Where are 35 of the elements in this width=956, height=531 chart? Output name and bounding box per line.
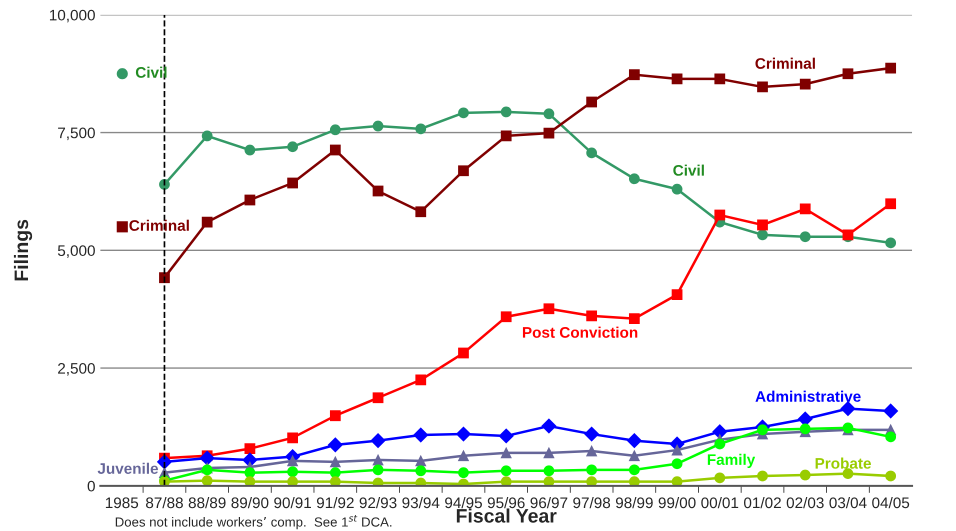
text: Does not include workers’ comp. See 1$^{st}$ DCA. (116, 515, 392, 530)
y-tick-label: 10,000 (50, 10, 95, 22)
x-tick-label: 1985 (106, 497, 138, 508)
series-label: Post Conviction (522, 326, 638, 338)
text: Criminal (755, 58, 815, 69)
x-tick-label: 88/89 (188, 496, 226, 508)
series-label: Family (708, 454, 756, 468)
y-tick-label: 7,500 (58, 127, 95, 140)
x-tick-label: 02/03 (786, 496, 824, 508)
x-tick-label: 90/91 (274, 496, 311, 508)
text: Civil (673, 164, 704, 176)
x-tick-label: 95/96 (488, 496, 525, 508)
x-tick-label: 96/97 (530, 496, 568, 508)
x-tick-label: 93/94 (402, 496, 440, 508)
y-tick-label: 2,500 (58, 362, 95, 376)
y-axis-title: Filings (14, 220, 32, 280)
x-tick-label: 03/04 (829, 496, 867, 508)
x-axis-title: Fiscal Year (456, 508, 557, 523)
x-tick-label: 00/01 (701, 496, 738, 508)
x-tick-label: 87/88 (146, 496, 183, 508)
x-tick-label: 01/02 (744, 496, 781, 508)
x-tick-label: 94/95 (445, 496, 482, 508)
y-tick-label: 0 (88, 480, 95, 492)
x-tick-label: 97/98 (573, 496, 610, 508)
x-tick-label: 91/92 (316, 496, 354, 508)
legend-label: Civil (136, 66, 166, 78)
x-tick-label: 89/90 (231, 496, 268, 508)
x-tick-label: 98/99 (616, 496, 653, 508)
x-tick-label: 92/93 (360, 496, 396, 508)
y-tick-label: 5,000 (58, 245, 95, 258)
series-label: Administrative (755, 390, 861, 402)
x-tick-label: 99/00 (658, 496, 696, 508)
series-label: Juvenile (98, 462, 158, 474)
x-tick-label: 04/05 (872, 496, 910, 508)
series-label: Probate (816, 458, 871, 469)
